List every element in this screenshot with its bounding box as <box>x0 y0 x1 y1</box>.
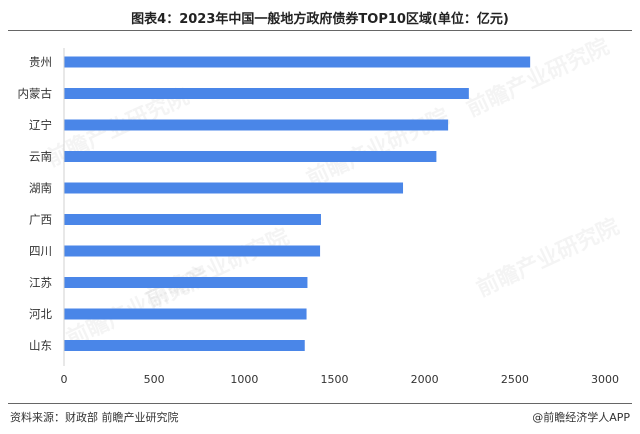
credit-note: @前瞻经济学人APP <box>532 411 630 424</box>
x-tick-label: 1500 <box>321 373 349 386</box>
y-tick-label: 云南 <box>29 150 52 164</box>
bar <box>64 56 531 68</box>
x-tick-label: 1000 <box>230 373 258 386</box>
y-tick-label: 四川 <box>29 244 52 258</box>
y-tick-label: 内蒙古 <box>18 87 53 101</box>
bar <box>64 214 321 225</box>
footer-divider <box>8 403 632 404</box>
x-tick-label: 0 <box>61 373 68 386</box>
bar <box>64 308 307 320</box>
y-tick-label: 江苏 <box>29 276 52 290</box>
y-tick-label: 广西 <box>29 213 52 227</box>
y-tick-label: 河北 <box>29 307 52 321</box>
bar <box>64 182 404 194</box>
source-note: 资料来源：财政部 前瞻产业研究院 <box>10 411 179 424</box>
y-tick-label: 山东 <box>29 339 52 353</box>
y-tick-label: 辽宁 <box>29 118 52 132</box>
y-tick-label: 贵州 <box>29 55 52 69</box>
x-tick-label: 3000 <box>591 373 619 386</box>
y-tick-label: 湖南 <box>29 181 52 195</box>
bar <box>64 277 308 288</box>
title-divider <box>8 30 632 31</box>
x-tick-label: 500 <box>144 373 165 386</box>
bar <box>64 119 449 131</box>
bar <box>64 88 469 99</box>
bar <box>64 245 321 257</box>
chart-title: 图表4：2023年中国一般地方政府债券TOP10区域(单位：亿元) <box>131 12 509 27</box>
x-tick-label: 2000 <box>411 373 439 386</box>
bar <box>64 151 437 162</box>
x-tick-label: 2500 <box>501 373 529 386</box>
bar <box>64 340 305 351</box>
